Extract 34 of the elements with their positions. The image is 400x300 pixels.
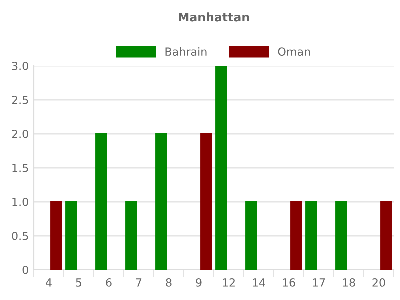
x-tick-label: 9 bbox=[196, 278, 202, 287]
x-tick-label: 6 bbox=[106, 278, 112, 287]
x-tick-label: 7 bbox=[136, 278, 142, 287]
y-tick-label: 3.0 bbox=[12, 62, 28, 70]
y-tick-label: 0 bbox=[22, 266, 28, 274]
legend-label: Oman bbox=[278, 48, 310, 56]
x-tick-label: 18 bbox=[343, 278, 356, 287]
chart-title: Manhattan bbox=[179, 12, 250, 22]
bar bbox=[306, 201, 318, 270]
y-tick-label: 1.0 bbox=[12, 198, 28, 206]
y-tick-label: 2.5 bbox=[12, 96, 28, 104]
bar bbox=[66, 201, 78, 270]
x-tick-label: 17 bbox=[313, 278, 326, 287]
x-tick-label: 12 bbox=[223, 278, 235, 287]
bar bbox=[126, 201, 138, 270]
x-tick-label: 5 bbox=[76, 278, 82, 287]
x-tick-label: 8 bbox=[166, 278, 172, 287]
bar bbox=[290, 201, 302, 270]
legend-label: Bahrain bbox=[166, 47, 207, 56]
x-tick-label: 20 bbox=[372, 278, 386, 287]
y-tick-label: 1.5 bbox=[12, 164, 28, 172]
bar bbox=[336, 201, 348, 270]
x-tick-label: 16 bbox=[283, 278, 296, 287]
y-tick-label: 2.0 bbox=[12, 130, 28, 138]
bar bbox=[96, 133, 108, 270]
bar bbox=[156, 133, 168, 270]
bar bbox=[200, 133, 212, 270]
y-tick-label: 0.5 bbox=[12, 232, 28, 240]
x-tick-label: 14 bbox=[253, 278, 266, 287]
bar bbox=[246, 201, 258, 270]
bar bbox=[216, 66, 228, 270]
x-tick-label: 4 bbox=[46, 278, 52, 287]
bar bbox=[50, 201, 62, 270]
bar bbox=[380, 201, 392, 270]
